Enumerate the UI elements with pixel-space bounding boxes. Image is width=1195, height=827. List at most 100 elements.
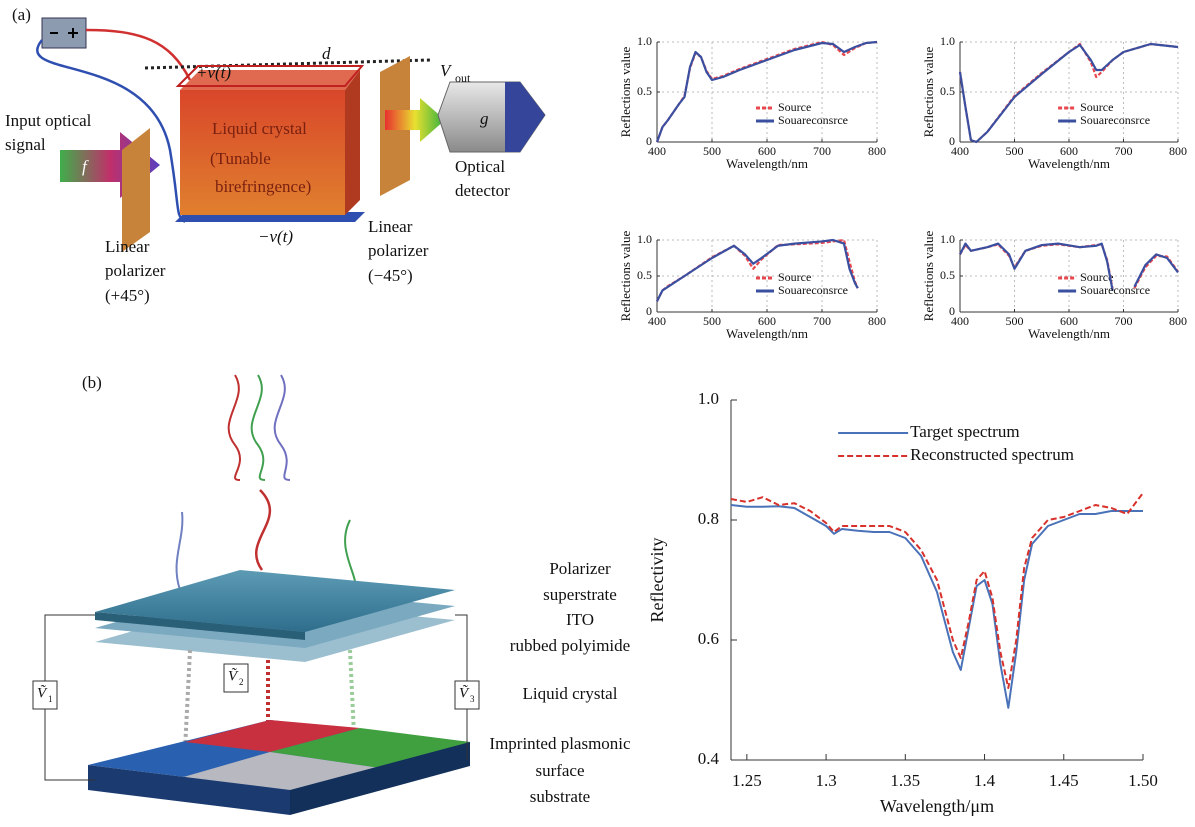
- x-tick-label: 500: [703, 314, 721, 328]
- x-tick-label: 800: [868, 314, 886, 328]
- wire: [455, 615, 467, 685]
- y-tick-label: 0.8: [698, 509, 719, 528]
- y-axis-title: Reflections value: [921, 46, 936, 137]
- wire: [45, 705, 95, 780]
- layer-label: Polarizer: [549, 559, 611, 578]
- x-tick-label: 700: [813, 144, 831, 158]
- figure: (a) +v(t) −v(t) d V out g f Input optica…: [0, 0, 1195, 827]
- x-tick-label: 700: [1115, 144, 1133, 158]
- distance-label: d: [322, 44, 331, 63]
- y-tick-label: 1.0: [637, 34, 652, 48]
- chart: 00.51.0400500600700800Wavelength/nmRefle…: [618, 34, 886, 171]
- light-ray: [275, 375, 290, 480]
- x-tick-label: 500: [703, 144, 721, 158]
- legend-label: Souareconsrce: [778, 283, 848, 297]
- substrate-label: Imprinted plasmonic: [489, 734, 631, 753]
- y-tick-label: 0.5: [637, 268, 652, 282]
- y-axis-title: Reflections value: [921, 230, 936, 321]
- polarizer-label: Linear: [105, 237, 150, 256]
- layer-label: superstrate: [543, 585, 617, 604]
- y-axis-title: Reflections value: [618, 230, 633, 321]
- legend-label: Souareconsrce: [1080, 283, 1150, 297]
- light-ray: [256, 490, 270, 570]
- crystal-label: Liquid crystal: [212, 119, 307, 138]
- x-tick-label: 400: [951, 314, 969, 328]
- x-tick-label: 400: [648, 314, 666, 328]
- y-tick-label: 1.0: [940, 232, 955, 246]
- polarizer-label: polarizer: [105, 261, 166, 280]
- legend-label: Reconstructed spectrum: [910, 445, 1074, 464]
- voltage-label: +v(t): [196, 63, 231, 82]
- crystal-label: (Tunable: [210, 149, 271, 168]
- y-tick-label: 1.0: [940, 34, 955, 48]
- light-ray: [252, 375, 265, 480]
- crystal-label: birefringence): [215, 177, 311, 196]
- legend-label: Target spectrum: [910, 422, 1019, 441]
- substrate-label: substrate: [530, 787, 590, 806]
- panel-a-diagram: (a) +v(t) −v(t) d V out g f Input optica…: [5, 5, 545, 305]
- wire: [37, 40, 185, 222]
- wire: [86, 30, 190, 80]
- legend-label: Souareconsrce: [1080, 113, 1150, 127]
- y-tick-label: 1.0: [698, 389, 719, 408]
- x-axis-title: Wavelength/nm: [1028, 156, 1110, 171]
- panel-b-diagram: Ṽ 1 Ṽ 2 Ṽ 3 (b) Polarizer superstrate IT…: [33, 373, 631, 815]
- y-tick-label: 0.5: [940, 268, 955, 282]
- y-tick-label: 0.5: [637, 84, 652, 98]
- light-ray: [177, 512, 183, 590]
- voltage-label: −v(t): [258, 227, 293, 246]
- x-axis-title: Wavelength/nm: [1028, 326, 1110, 341]
- detector-label: detector: [455, 181, 510, 200]
- panel-label: (b): [82, 373, 102, 392]
- lc-label: Liquid crystal: [523, 684, 618, 703]
- detector-label: Optical: [455, 157, 505, 176]
- y-tick-label: 1.0: [637, 232, 652, 246]
- x-tick-label: 500: [1006, 314, 1024, 328]
- layer-label: ITO: [566, 610, 594, 629]
- x-tick-label: 1.45: [1049, 771, 1079, 790]
- layer-label: rubbed polyimide: [510, 636, 630, 655]
- x-tick-label: 700: [813, 314, 831, 328]
- vout-sub: out: [455, 71, 471, 85]
- x-tick-label: 800: [868, 144, 886, 158]
- x-tick-label: 800: [1169, 314, 1187, 328]
- x-tick-label: 1.50: [1128, 771, 1158, 790]
- lc-side: [345, 70, 360, 215]
- y-axis-title: Reflectivity: [647, 538, 667, 623]
- x-tick-label: 700: [1115, 314, 1133, 328]
- voltage-source: [42, 18, 86, 48]
- y-tick-label: 0.4: [698, 749, 720, 768]
- x-tick-label: 400: [648, 144, 666, 158]
- series-line: [731, 505, 1143, 708]
- detector-face: [505, 82, 545, 152]
- input-label: Input optical: [5, 111, 92, 130]
- legend-label: Source: [1080, 100, 1113, 114]
- polarizer-label: Linear: [368, 217, 413, 236]
- panel-label: (a): [12, 5, 31, 24]
- input-label: signal: [5, 135, 46, 154]
- x-tick-label: 400: [951, 144, 969, 158]
- x-axis-title: Wavelength/nm: [726, 326, 808, 341]
- polarizer-label: (−45°): [368, 266, 413, 285]
- legend-label: Souareconsrce: [778, 113, 848, 127]
- polarizer-label: (+45°): [105, 286, 150, 305]
- x-tick-label: 1.35: [890, 771, 920, 790]
- legend-label: Source: [778, 270, 811, 284]
- x-tick-label: 1.3: [815, 771, 836, 790]
- x-axis-title: Wavelength/μm: [880, 796, 994, 816]
- voltage-sub: 3: [470, 694, 475, 704]
- wire: [45, 615, 95, 685]
- polarizer-label: polarizer: [368, 241, 429, 260]
- light-ray: [229, 375, 240, 480]
- voltage-sub: 2: [239, 677, 244, 687]
- x-tick-label: 500: [1006, 144, 1024, 158]
- x-axis-title: Wavelength/nm: [726, 156, 808, 171]
- y-axis-title: Reflections value: [618, 46, 633, 137]
- y-tick-label: 0.6: [698, 629, 719, 648]
- substrate-label: surface: [535, 761, 584, 780]
- detector-symbol: g: [480, 109, 489, 128]
